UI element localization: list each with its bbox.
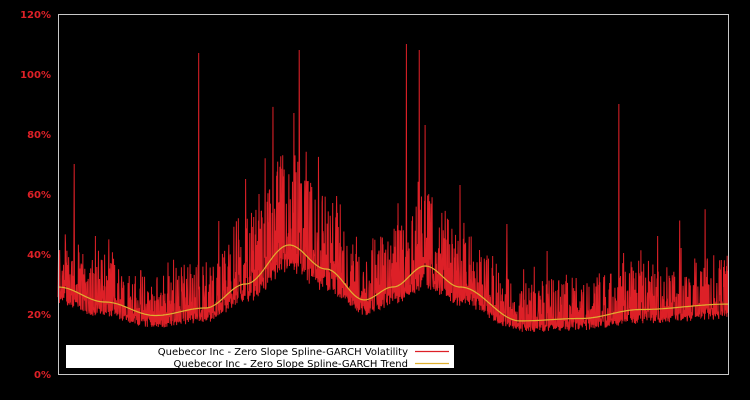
y-tick-label: 100%	[20, 70, 51, 81]
plot-area	[57, 43, 729, 332]
y-tick-label: 20%	[27, 310, 51, 321]
y-tick-label: 80%	[27, 130, 51, 141]
legend-label-trend: Quebecor Inc - Zero Slope Spline-GARCH T…	[174, 359, 408, 370]
legend: Quebecor Inc - Zero Slope Spline-GARCH V…	[66, 345, 454, 370]
legend-label-volatility: Quebecor Inc - Zero Slope Spline-GARCH V…	[158, 347, 408, 358]
y-axis-tick-labels: 0% 20% 40% 60% 80% 100% 120%	[20, 10, 51, 381]
plot-frame	[58, 14, 729, 375]
y-tick-label: 60%	[27, 190, 51, 201]
y-tick-label: 0%	[34, 370, 51, 381]
volatility-series-line	[57, 43, 729, 332]
legend-box	[66, 345, 454, 368]
y-tick-label: 120%	[20, 10, 51, 21]
y-tick-label: 40%	[27, 250, 51, 261]
trend-series-line	[58, 244, 728, 322]
